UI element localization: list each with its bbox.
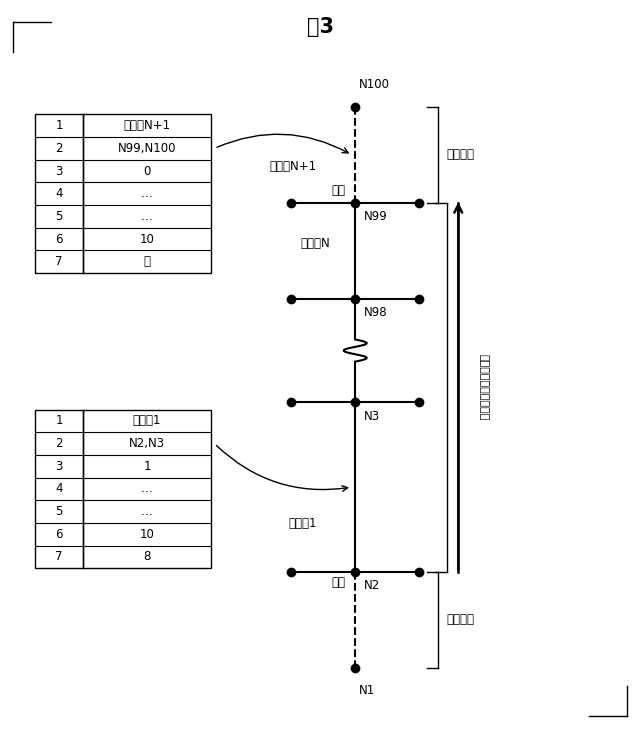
Text: 5: 5 [55, 210, 63, 223]
Text: 通常区間: 通常区間 [446, 613, 474, 627]
Text: 7: 7 [55, 255, 63, 268]
Bar [35, 114, 211, 273]
Text: リンクN+1: リンクN+1 [269, 159, 317, 173]
Text: N100: N100 [358, 77, 389, 91]
Text: 1: 1 [55, 415, 63, 427]
Text: 8: 8 [143, 551, 150, 563]
Text: N2,N3: N2,N3 [129, 437, 165, 450]
Text: N98: N98 [364, 306, 387, 320]
Text: 1: 1 [143, 460, 150, 473]
Text: 6: 6 [55, 528, 63, 541]
Text: 7: 7 [55, 551, 63, 563]
Text: 図3: 図3 [307, 17, 333, 38]
Text: 2: 2 [55, 142, 63, 155]
Text: N3: N3 [364, 410, 380, 423]
Text: 0: 0 [143, 165, 150, 178]
Text: 4: 4 [55, 483, 63, 495]
Text: 3: 3 [55, 165, 63, 178]
Text: 10: 10 [140, 232, 154, 246]
Text: －: － [143, 255, 150, 268]
Text: …: … [141, 505, 153, 518]
Text: …: … [141, 210, 153, 223]
Text: 6: 6 [55, 232, 63, 246]
Text: 1: 1 [55, 120, 63, 132]
Text: リンク1: リンク1 [288, 517, 317, 531]
Text: …: … [141, 483, 153, 495]
Text: N1: N1 [358, 684, 374, 697]
Text: N99,N100: N99,N100 [118, 142, 176, 155]
Text: 2: 2 [55, 437, 63, 450]
Text: 信号待ち時間除去区間: 信号待ち時間除去区間 [479, 354, 489, 421]
Text: 終点: 終点 [332, 184, 346, 197]
Text: 5: 5 [55, 505, 63, 518]
Text: リンクN+1: リンクN+1 [124, 120, 170, 132]
Text: 通常区間: 通常区間 [446, 148, 474, 162]
Text: N2: N2 [364, 579, 380, 593]
Text: 4: 4 [55, 187, 63, 200]
Text: 10: 10 [140, 528, 154, 541]
Bar [35, 410, 211, 568]
Text: …: … [141, 187, 153, 200]
Text: リンクN: リンクN [301, 237, 330, 250]
Text: リンク1: リンク1 [132, 415, 161, 427]
Text: 3: 3 [55, 460, 63, 473]
Text: 始点: 始点 [332, 576, 346, 589]
Text: N99: N99 [364, 210, 387, 224]
